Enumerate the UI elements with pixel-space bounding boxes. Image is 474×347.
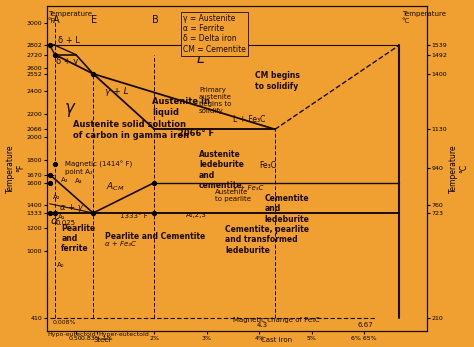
Text: Austenite in
liquid: Austenite in liquid xyxy=(152,98,210,117)
Text: Cementite
and
ledeburite: Cementite and ledeburite xyxy=(264,194,310,224)
Y-axis label: Temperature
°C: Temperature °C xyxy=(449,144,468,193)
Text: Austenite
to pearlite: Austenite to pearlite xyxy=(215,188,251,202)
Text: L + Fe₃C: L + Fe₃C xyxy=(233,115,265,124)
Text: Primary
austenite
begins to
solidify: Primary austenite begins to solidify xyxy=(199,87,232,114)
Text: Pearlite
and
ferrite: Pearlite and ferrite xyxy=(61,223,95,253)
Text: 2066° F: 2066° F xyxy=(178,129,214,138)
Text: Austenite
ledeburite
and
cementite: Austenite ledeburite and cementite xyxy=(199,150,244,190)
Y-axis label: Temperature
°F: Temperature °F xyxy=(6,144,25,193)
Text: Hypo-eutectoid: Hypo-eutectoid xyxy=(47,332,96,337)
Text: 1333° F: 1333° F xyxy=(120,213,148,219)
Text: Pearlite and Cementite: Pearlite and Cementite xyxy=(105,232,205,241)
Text: A: A xyxy=(54,15,60,25)
Text: γ + L: γ + L xyxy=(105,87,128,96)
Text: CM begins
to solidify: CM begins to solidify xyxy=(255,71,300,91)
Text: L: L xyxy=(196,52,204,66)
Text: A₁: A₁ xyxy=(57,214,65,220)
Text: A₂: A₂ xyxy=(61,177,69,183)
Text: α + γ: α + γ xyxy=(60,203,83,212)
Text: Cast Iron: Cast Iron xyxy=(261,337,292,343)
Text: $A_{CM}$: $A_{CM}$ xyxy=(106,180,125,193)
Text: 6.67: 6.67 xyxy=(358,322,374,329)
Text: A₀: A₀ xyxy=(57,262,64,268)
Text: γ = Austenite
α = Ferrite
δ = Delta iron
CM = Cementite: γ = Austenite α = Ferrite δ = Delta iron… xyxy=(183,14,246,54)
Text: Steel: Steel xyxy=(93,337,111,343)
Text: γ: γ xyxy=(64,99,74,117)
Text: δ + L: δ + L xyxy=(57,36,80,45)
Text: A₂: A₂ xyxy=(53,194,61,200)
Text: Temperature
°F: Temperature °F xyxy=(47,11,91,24)
Text: Austenite solid solution
of carbon in gamma iron: Austenite solid solution of carbon in ga… xyxy=(73,120,190,140)
Text: α: α xyxy=(51,216,58,226)
Text: Fe₃C: Fe₃C xyxy=(259,161,276,170)
Text: Temperature
°C: Temperature °C xyxy=(402,11,446,24)
Text: γ + Fe₃C: γ + Fe₃C xyxy=(233,185,264,191)
Text: 0.008%: 0.008% xyxy=(52,320,76,324)
Text: B: B xyxy=(152,15,159,25)
Text: E: E xyxy=(91,15,97,25)
Text: Hyper-eutectoid: Hyper-eutectoid xyxy=(99,332,149,337)
Text: 0.025: 0.025 xyxy=(55,220,75,226)
Text: δ + γ: δ + γ xyxy=(56,57,78,66)
Text: Magnetic change of Fe₃C: Magnetic change of Fe₃C xyxy=(233,318,319,323)
Text: Cementite, pearlite
and transformed
ledeburite: Cementite, pearlite and transformed lede… xyxy=(225,225,309,254)
Text: 4.3: 4.3 xyxy=(256,322,268,329)
Text: α + Fe₃C: α + Fe₃C xyxy=(105,241,136,247)
Text: Magnetic (1414° F)
point A₂: Magnetic (1414° F) point A₂ xyxy=(65,161,133,175)
Text: A₁,2,3: A₁,2,3 xyxy=(186,212,207,218)
Text: A₃: A₃ xyxy=(75,178,82,184)
